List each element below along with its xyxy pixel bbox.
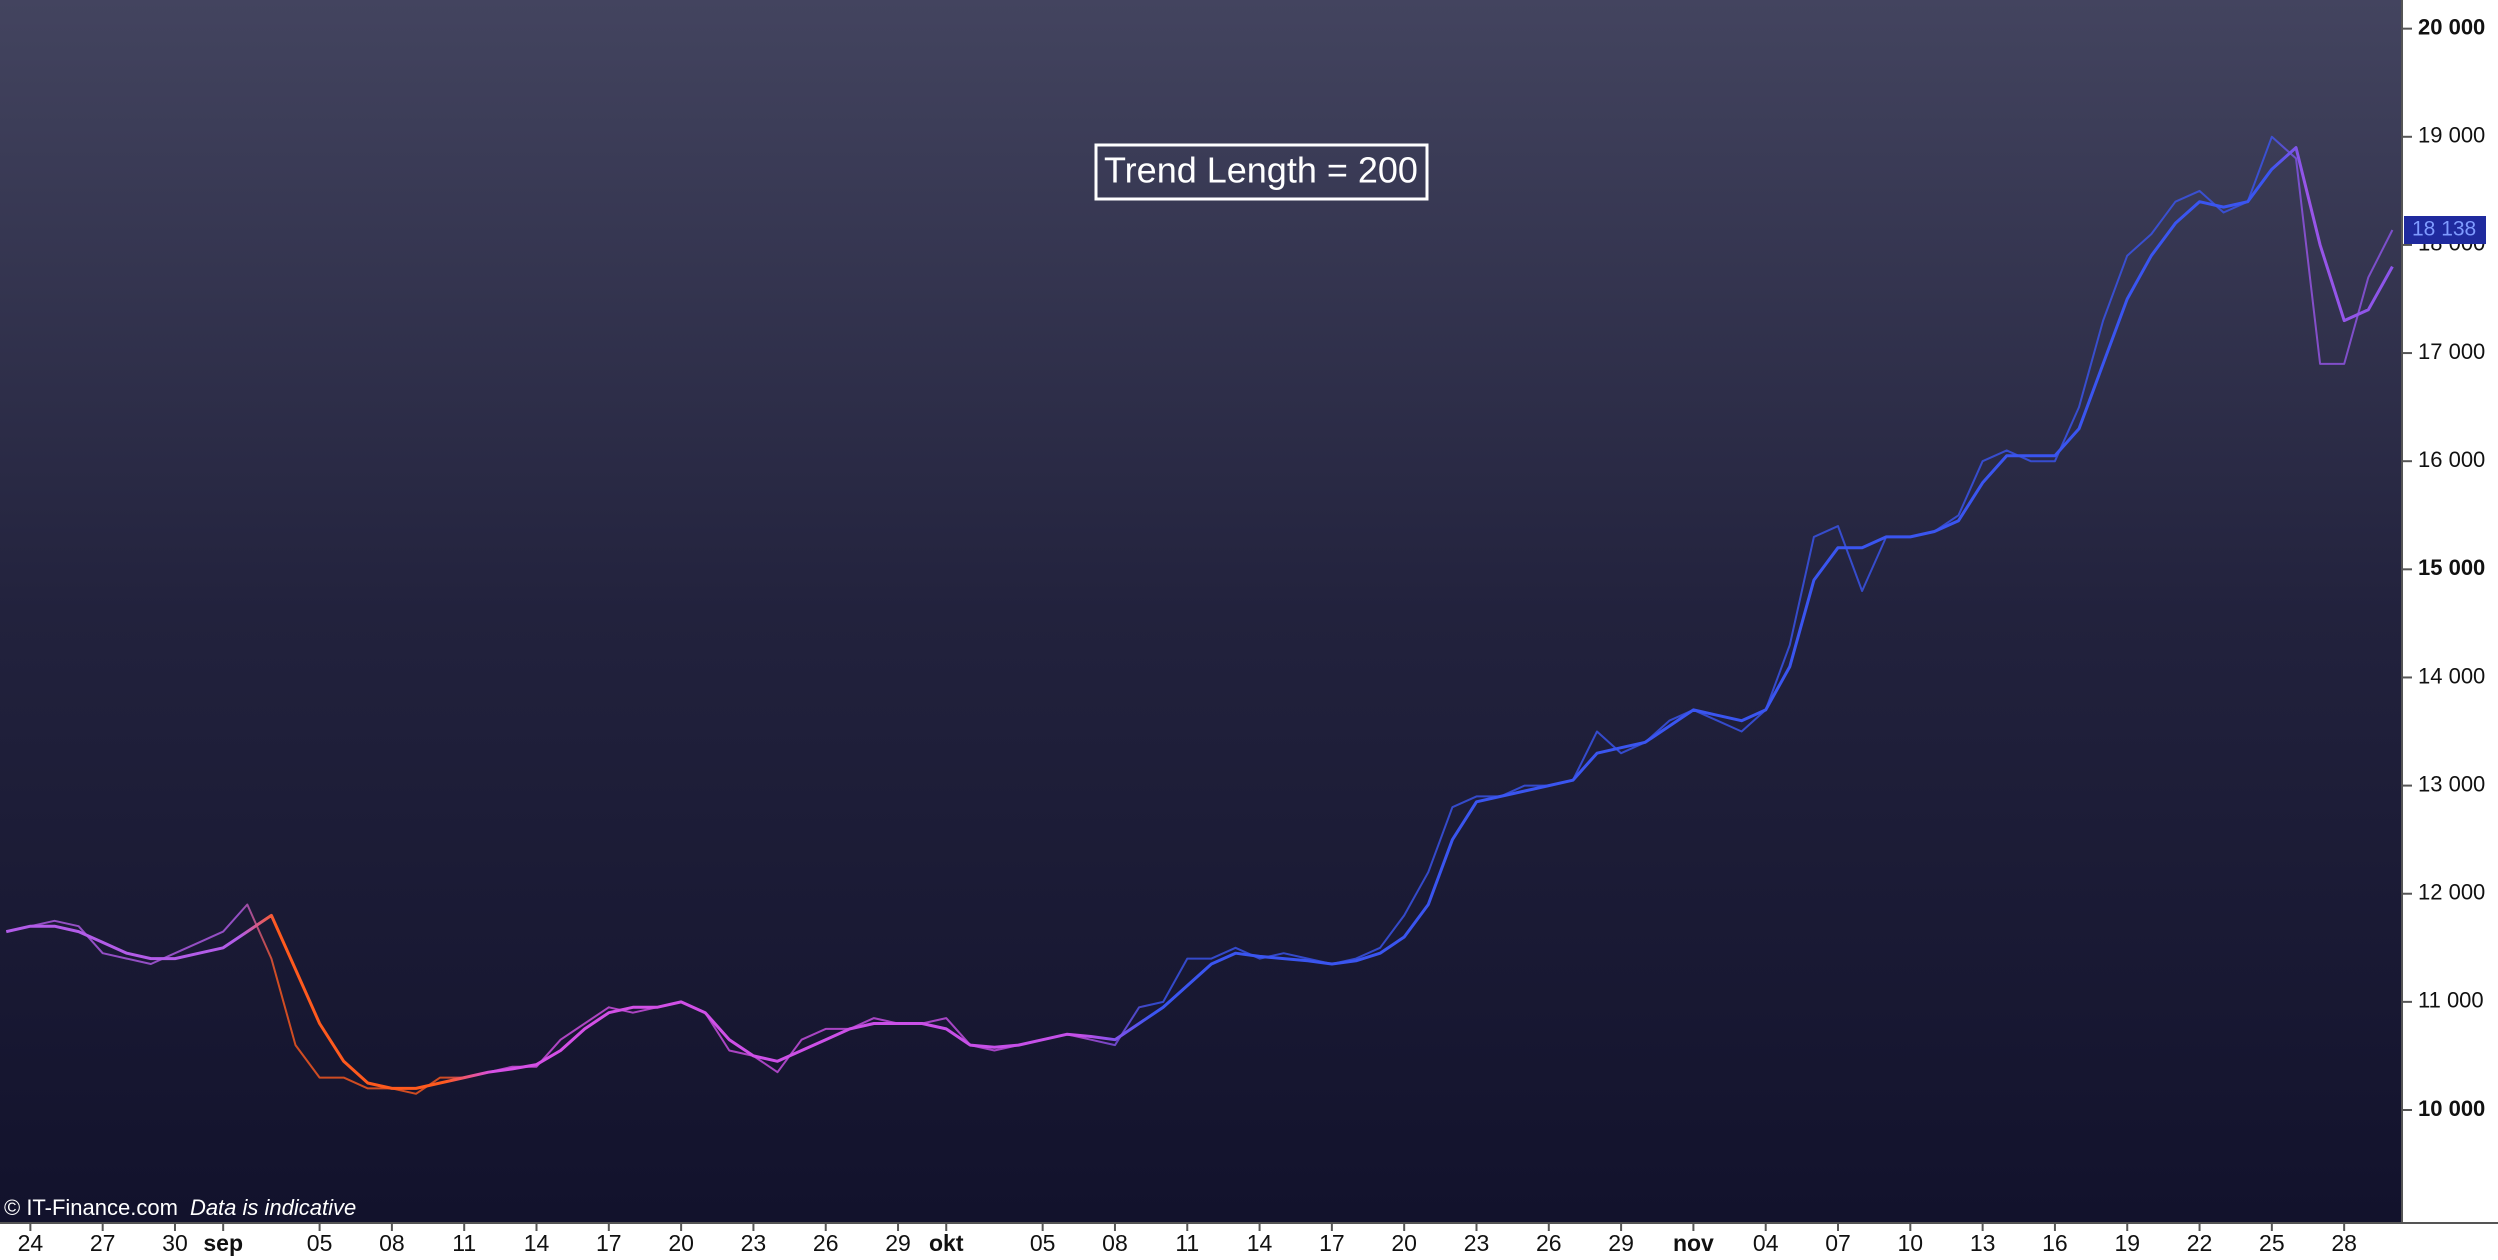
x-tick-label: 13 — [1970, 1230, 1996, 1256]
x-tick-label: 23 — [1464, 1230, 1490, 1256]
x-tick-label: 11 — [452, 1230, 476, 1256]
x-tick-label: 14 — [524, 1230, 550, 1256]
x-tick-label: 10 — [1898, 1230, 1924, 1256]
x-tick-label: 26 — [813, 1230, 839, 1256]
y-tick-label: 14 000 — [2418, 663, 2485, 688]
last-value-box — [2404, 216, 2486, 245]
x-tick-label: 26 — [1536, 1230, 1562, 1256]
y-tick-label: 17 000 — [2418, 339, 2485, 364]
footer-source: © IT-Finance.com — [4, 1195, 178, 1220]
y-tick-label: 13 000 — [2418, 771, 2485, 796]
trend-line — [5, 146, 2394, 1090]
x-tick-label: okt — [929, 1230, 964, 1256]
x-tick-label: 22 — [2187, 1230, 2213, 1256]
x-tick-label: 04 — [1753, 1230, 1779, 1256]
y-tick-label: 20 000 — [2418, 14, 2485, 39]
x-tick-label: 17 — [1319, 1230, 1345, 1256]
x-tick-label: 25 — [2259, 1230, 2285, 1256]
x-tick-label: 20 — [1391, 1230, 1417, 1256]
footer-note: Data is indicative — [190, 1195, 356, 1220]
x-tick-label: 05 — [1030, 1230, 1056, 1256]
footer: © IT-Finance.com Data is indicative — [4, 1195, 356, 1220]
x-tick-label: nov — [1673, 1230, 1714, 1256]
x-tick-label: 17 — [596, 1230, 622, 1256]
plot-marks — [5, 135, 2394, 1095]
y-tick-label: 16 000 — [2418, 447, 2485, 472]
x-tick-label: 08 — [1102, 1230, 1128, 1256]
x-tick-label: 29 — [1608, 1230, 1634, 1256]
x-tick-label: 29 — [885, 1230, 911, 1256]
y-tick-label: 11 000 — [2418, 988, 2484, 1013]
x-tick-label: 27 — [90, 1230, 116, 1256]
x-tick-label: 30 — [162, 1230, 188, 1256]
x-tick-label: 05 — [307, 1230, 333, 1256]
x-tick-label: 08 — [379, 1230, 405, 1256]
annotation: Trend Length = 200 — [1094, 143, 1429, 201]
price-line — [6, 135, 2394, 1095]
x-tick-label: 23 — [741, 1230, 767, 1256]
annotation-text: Trend Length = 200 — [1104, 150, 1418, 191]
y-tick-label: 12 000 — [2418, 880, 2485, 905]
y-tick-label: 19 000 — [2418, 123, 2485, 148]
last-value-label: 18 138 — [2412, 218, 2476, 241]
y-tick-label: 15 000 — [2418, 555, 2485, 580]
x-tick-label: sep — [203, 1230, 243, 1256]
x-tick-label: 11 — [1175, 1230, 1199, 1256]
x-tick-label: 28 — [2331, 1230, 2357, 1256]
x-tick-label: 24 — [18, 1230, 44, 1256]
x-tick-label: 20 — [668, 1230, 694, 1256]
annotation-box — [1094, 143, 1429, 201]
x-tick-label: 14 — [1247, 1230, 1273, 1256]
x-tick-label: 19 — [2114, 1230, 2140, 1256]
x-tick-label: 07 — [1825, 1230, 1851, 1256]
x-tick-label: 16 — [2042, 1230, 2068, 1256]
plot-background — [0, 0, 2402, 1223]
y-tick-label: 10 000 — [2418, 1096, 2485, 1121]
